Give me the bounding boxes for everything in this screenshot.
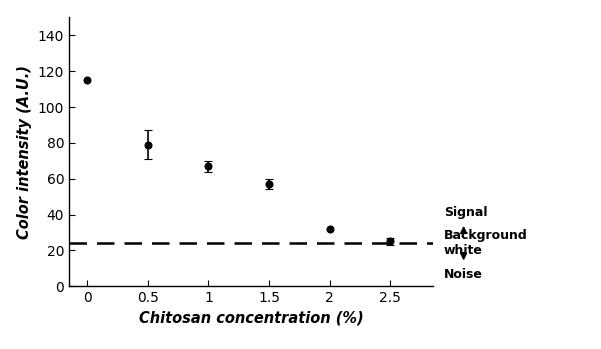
Y-axis label: Color intensity (A.U.): Color intensity (A.U.) [17,65,32,239]
Text: Background
white: Background white [444,229,528,257]
X-axis label: Chitosan concentration (%): Chitosan concentration (%) [139,311,363,326]
Text: Signal: Signal [444,206,487,219]
Text: Noise: Noise [444,268,483,281]
